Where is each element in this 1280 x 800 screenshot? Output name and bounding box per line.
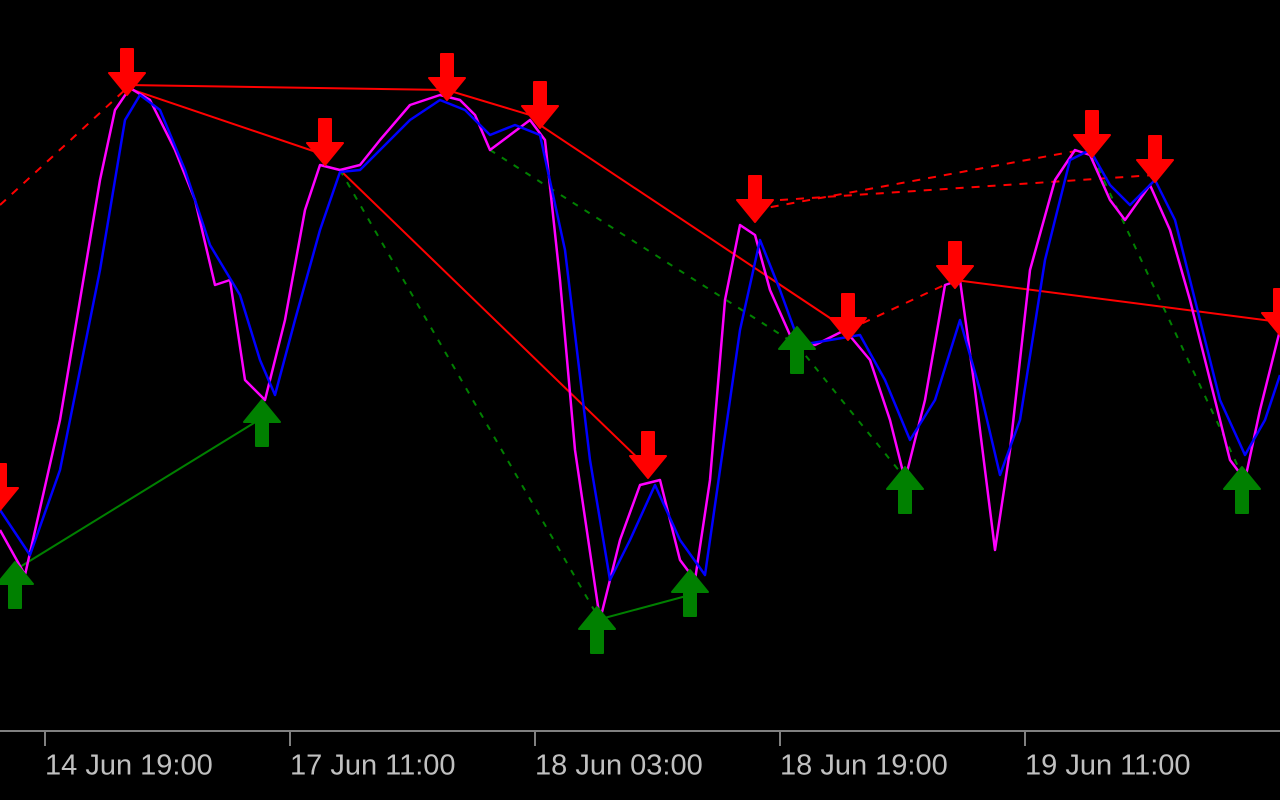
trend-lines (0, 84, 1280, 621)
signal-arrow-down (108, 48, 146, 96)
indicator-line (0, 86, 1280, 622)
signal-arrow-down (1261, 288, 1280, 336)
signal-arrow-down (1136, 135, 1174, 183)
signal-arrow-down (521, 81, 559, 129)
trend-line (0, 87, 128, 206)
signal-arrow-down (629, 431, 667, 479)
x-tick-label: 18 Jun 03:00 (535, 750, 703, 782)
x-tick-label: 17 Jun 11:00 (290, 750, 456, 782)
signal-arrow-up (778, 326, 816, 374)
indicator-line (0, 93, 1280, 582)
signal-arrow-down (1073, 110, 1111, 158)
signal-arrow-down (428, 53, 466, 101)
signal-arrow-up (0, 561, 34, 609)
signal-arrow-down (306, 118, 344, 166)
signal-arrow-down (736, 175, 774, 223)
trend-line (489, 149, 798, 346)
signal-arrow-down (829, 293, 867, 341)
trend-line (339, 169, 649, 469)
trend-line (847, 279, 956, 331)
trend-line (954, 279, 1280, 323)
signal-arrow-up (243, 399, 281, 447)
trend-line (779, 174, 1156, 201)
trend-line (754, 147, 1093, 211)
signal-arrow-down (936, 241, 974, 289)
trend-line (596, 594, 691, 621)
signal-arrow-down (0, 463, 19, 511)
trend-line (126, 87, 326, 156)
trend-line (14, 417, 263, 571)
trend-line (126, 84, 541, 119)
signal-arrow-up (1223, 466, 1261, 514)
signal-arrow-up (578, 606, 616, 654)
signal-arrow-up (671, 569, 709, 617)
trend-line (796, 344, 906, 479)
signal-arrow-up (886, 466, 924, 514)
x-tick-label: 18 Jun 19:00 (780, 750, 948, 782)
trend-line (339, 169, 598, 616)
trend-line (539, 124, 849, 331)
x-tick-label: 19 Jun 11:00 (1025, 750, 1191, 782)
x-tick-label: 14 Jun 19:00 (45, 750, 213, 782)
